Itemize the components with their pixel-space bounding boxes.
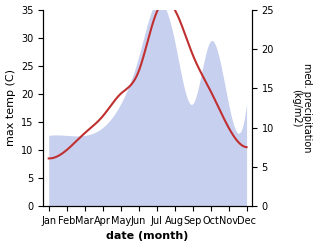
Y-axis label: max temp (C): max temp (C) <box>5 69 16 146</box>
X-axis label: date (month): date (month) <box>107 231 189 242</box>
Y-axis label: med. precipitation
(kg/m2): med. precipitation (kg/m2) <box>291 63 313 153</box>
